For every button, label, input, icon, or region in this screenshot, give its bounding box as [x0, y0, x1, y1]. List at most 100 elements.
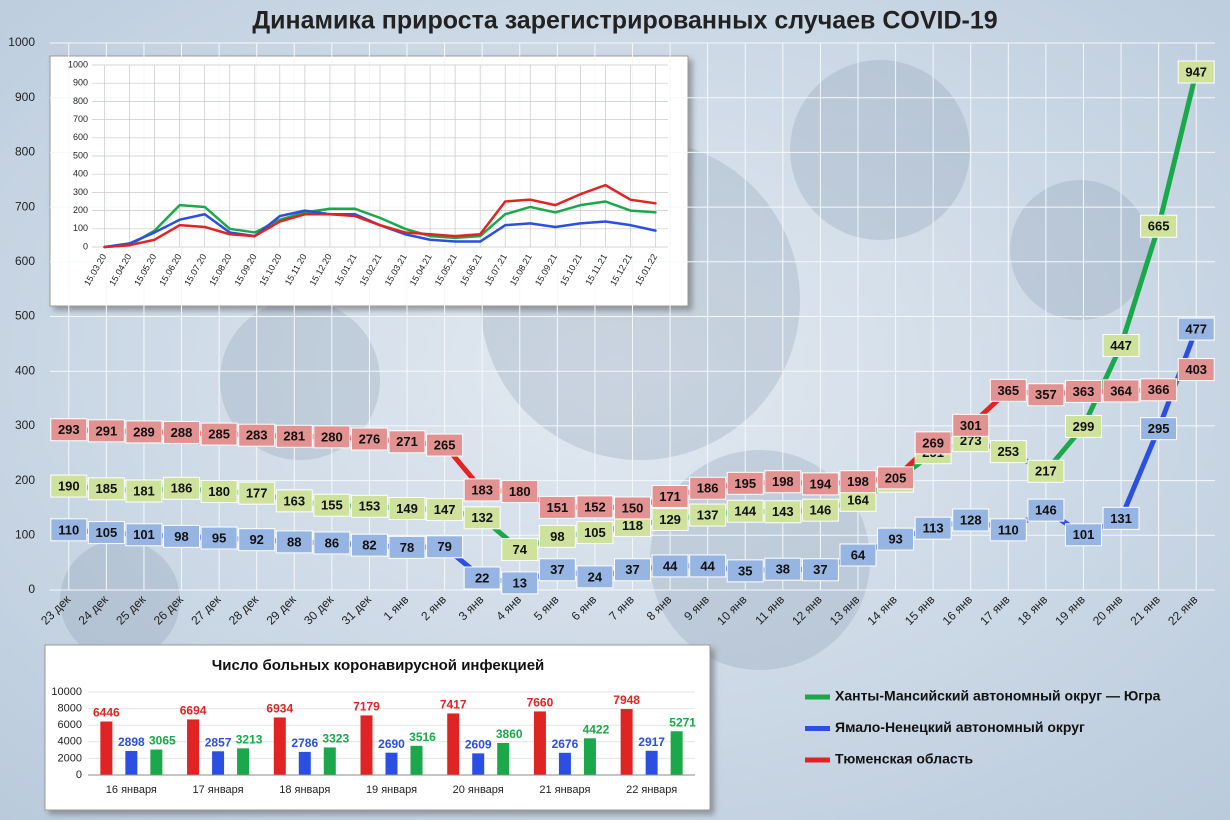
- x-tick-label: 17 января: [193, 784, 244, 796]
- data-label-box: [989, 378, 1027, 402]
- data-label-box: [839, 543, 877, 567]
- data-label: 288: [171, 425, 193, 440]
- data-label: 283: [246, 428, 268, 443]
- bar: [212, 751, 225, 775]
- data-label: 110: [998, 522, 1019, 537]
- y-tick-label: 500: [73, 150, 88, 160]
- data-label-box: [87, 521, 125, 545]
- data-label-box: [463, 506, 501, 530]
- bar-value-label: 3323: [322, 732, 349, 746]
- data-label: 35: [738, 563, 752, 578]
- data-label-box: [163, 420, 201, 444]
- data-label: 151: [546, 500, 568, 515]
- data-label-box: [614, 496, 651, 520]
- data-label: 186: [171, 481, 193, 496]
- data-label-box: [726, 559, 764, 583]
- data-label: 146: [1035, 503, 1057, 518]
- data-label: 295: [1148, 421, 1170, 436]
- series-line: [103, 200, 657, 249]
- y-tick-label: 100: [15, 527, 35, 541]
- bar: [360, 715, 373, 775]
- data-label: 289: [133, 424, 155, 439]
- bar: [620, 709, 633, 775]
- data-label: 38: [776, 562, 790, 577]
- data-label: 44: [700, 558, 715, 573]
- data-label: 194: [810, 476, 832, 491]
- bar-panel: [44, 644, 711, 811]
- data-label: 195: [734, 476, 756, 491]
- data-label-box: [576, 565, 614, 589]
- x-tick-label: 18 января: [279, 784, 330, 796]
- x-tick-label: 19 января: [366, 784, 417, 796]
- data-label: 155: [321, 498, 343, 513]
- data-label: 364: [1110, 383, 1132, 398]
- data-label: 186: [697, 481, 719, 496]
- data-label-box: [275, 424, 313, 448]
- y-tick-label: 0: [76, 769, 82, 781]
- data-label-box: [801, 472, 839, 496]
- bar-value-label: 6446: [93, 706, 120, 720]
- bar-value-label: 7660: [527, 696, 554, 710]
- data-label: 86: [325, 535, 339, 550]
- data-label-box: [1064, 379, 1102, 403]
- y-tick-label: 400: [15, 363, 35, 377]
- data-label-box: [275, 489, 313, 513]
- data-label-box: [125, 523, 163, 547]
- data-label-box: [689, 476, 727, 500]
- data-label: 88: [287, 534, 301, 549]
- data-label-box: [914, 431, 952, 455]
- data-label: 64: [851, 547, 866, 562]
- data-label: 13: [513, 575, 527, 590]
- bar: [583, 738, 596, 775]
- data-label-box: [238, 481, 276, 505]
- bar-value-label: 3065: [149, 734, 176, 748]
- data-label-box: [125, 479, 163, 503]
- data-label-box: [275, 530, 313, 554]
- data-label-box: [313, 531, 351, 555]
- data-label: 180: [208, 484, 230, 499]
- data-label-box: [463, 566, 501, 590]
- data-label: 363: [1073, 384, 1095, 399]
- bar: [273, 717, 286, 775]
- data-label-box: [651, 507, 689, 531]
- y-tick-label: 300: [15, 418, 35, 432]
- y-tick-label: 1000: [68, 59, 88, 69]
- data-label: 92: [249, 532, 263, 547]
- data-label: 98: [550, 529, 564, 544]
- bar: [323, 747, 336, 775]
- data-label: 269: [922, 435, 944, 450]
- data-label: 37: [550, 562, 564, 577]
- data-label-box: [877, 466, 915, 490]
- data-label: 183: [471, 482, 493, 497]
- data-label: 180: [509, 484, 531, 499]
- data-label-box: [463, 478, 501, 502]
- bar-title: Число больных коронавирусной инфекцией: [212, 657, 545, 674]
- data-label: 273: [960, 433, 982, 448]
- y-tick-label: 300: [73, 187, 88, 197]
- data-label-box: [726, 471, 764, 495]
- data-label-box: [1177, 358, 1215, 382]
- bar-value-label: 3860: [496, 727, 523, 741]
- data-label: 37: [813, 562, 827, 577]
- data-label: 181: [133, 483, 155, 498]
- data-label: 163: [283, 493, 305, 508]
- data-label-box: [50, 518, 88, 542]
- data-label-box: [689, 503, 727, 527]
- data-label-box: [1140, 417, 1178, 441]
- legend-label: Ямало-Ненецкий автономный округ: [835, 719, 1085, 735]
- data-label-box: [576, 495, 614, 519]
- data-label-box: [689, 554, 727, 578]
- data-label: 198: [847, 474, 869, 489]
- y-tick-label: 6000: [58, 719, 82, 731]
- data-label: 110: [58, 522, 79, 537]
- data-label: 253: [997, 444, 1019, 459]
- data-label-box: [1140, 378, 1178, 402]
- data-label: 113: [923, 521, 944, 536]
- data-label-box: [1027, 498, 1065, 522]
- data-label: 665: [1148, 219, 1170, 234]
- data-label-box: [388, 496, 426, 520]
- data-label-box: [952, 413, 990, 437]
- data-label-box: [1027, 459, 1065, 483]
- data-label: 276: [359, 431, 381, 446]
- data-label: 152: [584, 499, 606, 514]
